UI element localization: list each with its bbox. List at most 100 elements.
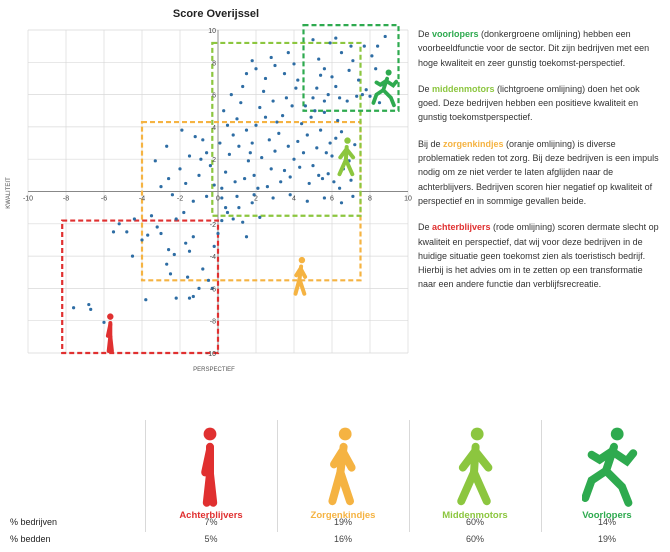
column-divider [541, 420, 542, 532]
data-point [286, 144, 290, 148]
region-zorgenkindjes [140, 120, 362, 282]
slow-walking-person-icon [328, 427, 356, 506]
x-tick-label: 6 [330, 196, 334, 203]
data-point [205, 194, 209, 198]
walking-person-icon [457, 427, 493, 506]
data-point [210, 286, 214, 290]
keyword-zorgenkindjes: zorgenkindjes [443, 138, 504, 149]
data-point [334, 36, 338, 40]
data-point [364, 88, 368, 92]
data-point [130, 254, 135, 258]
data-point [307, 181, 311, 186]
data-point [353, 143, 357, 147]
data-point [186, 275, 190, 279]
x-tick-label: 8 [368, 196, 372, 203]
data-point [347, 68, 351, 72]
data-point [263, 115, 268, 119]
data-point [334, 84, 338, 89]
data-point [117, 222, 121, 226]
cell-bedden: 16% [333, 534, 352, 544]
cell-bedden: 19% [597, 534, 616, 544]
data-point [201, 267, 205, 271]
data-point [212, 183, 216, 187]
data-point [292, 62, 296, 66]
data-point [315, 146, 319, 150]
data-point [326, 172, 330, 176]
y-tick-label: -8 [210, 319, 216, 326]
data-point [111, 230, 116, 234]
data-point [237, 206, 241, 210]
data-point [216, 231, 220, 236]
x-tick-label: 0 [216, 196, 220, 203]
data-point [370, 54, 374, 58]
data-point [224, 206, 228, 210]
chart-title: Score Overijssel [173, 8, 259, 20]
row-label-bedrijven: % bedrijven [10, 517, 58, 527]
category-descriptions: De voorlopers (donkergroene omlijning) h… [418, 27, 662, 304]
data-point [256, 186, 260, 190]
cell-bedden: 60% [465, 534, 484, 544]
standing-person-icon [201, 427, 218, 507]
data-point [376, 44, 380, 48]
data-point [191, 199, 195, 203]
data-point [180, 128, 184, 132]
column-divider [277, 420, 278, 532]
data-point [174, 296, 178, 300]
data-point [296, 78, 300, 82]
category-label: Voorlopers [582, 510, 632, 521]
data-point [235, 194, 239, 198]
data-point [220, 186, 224, 190]
data-point [231, 133, 235, 137]
y-tick-label: 10 [208, 28, 216, 35]
data-point [244, 72, 249, 76]
data-point [229, 93, 233, 97]
data-point [277, 131, 281, 135]
data-point [286, 51, 290, 55]
data-point [377, 101, 382, 105]
data-point [292, 157, 296, 161]
data-point [252, 193, 256, 197]
data-point [328, 41, 332, 45]
y-tick-label: 8 [212, 60, 216, 67]
data-point [182, 210, 186, 215]
region-voorlopers [302, 24, 400, 112]
data-point [336, 118, 340, 123]
data-point [72, 306, 76, 310]
data-point [311, 38, 315, 42]
running-person-icon [371, 69, 399, 108]
data-point [220, 218, 224, 223]
data-point [282, 72, 287, 76]
summary-table: % bedrijven % bedden Achterblijvers 7% 5% Z… [0, 410, 670, 552]
x-tick-label: -8 [63, 196, 69, 203]
description-achterblijvers: De achterblijvers (rode omlijning) score… [418, 222, 659, 290]
keyword-voorlopers: voorlopers [432, 29, 479, 39]
summary-column-achterblijvers: Achterblijvers [145, 420, 277, 532]
data-point [254, 67, 258, 71]
region-achterblijvers [61, 219, 220, 355]
data-point [170, 193, 174, 197]
data-point [275, 120, 279, 124]
x-axis-label: PERSPECTIEF [193, 367, 235, 373]
data-point [273, 63, 277, 68]
data-point [362, 44, 366, 48]
data-point [149, 214, 154, 218]
data-point [208, 164, 212, 168]
data-point [191, 235, 195, 239]
data-point [269, 167, 273, 171]
data-point [271, 99, 275, 103]
data-point [305, 199, 309, 203]
data-point [288, 193, 292, 197]
data-point [146, 233, 150, 237]
data-point [296, 139, 300, 144]
data-point [332, 180, 336, 184]
data-point [301, 151, 306, 155]
data-point [174, 217, 178, 221]
chart-ticks: -10 -8 -6 -4 -2 0 2 4 6 8 10 10 8 6 4 2 -2 -4 -6 -8 -10 [23, 28, 412, 358]
x-tick-label: 2 [254, 196, 258, 203]
data-point [334, 136, 338, 140]
x-tick-label: 10 [404, 196, 412, 203]
data-point [252, 173, 256, 177]
category-label: Achterblijvers [179, 510, 243, 521]
description-voorlopers: De voorlopers (donkergroene omlijning) h… [418, 29, 650, 68]
data-point [330, 154, 334, 158]
